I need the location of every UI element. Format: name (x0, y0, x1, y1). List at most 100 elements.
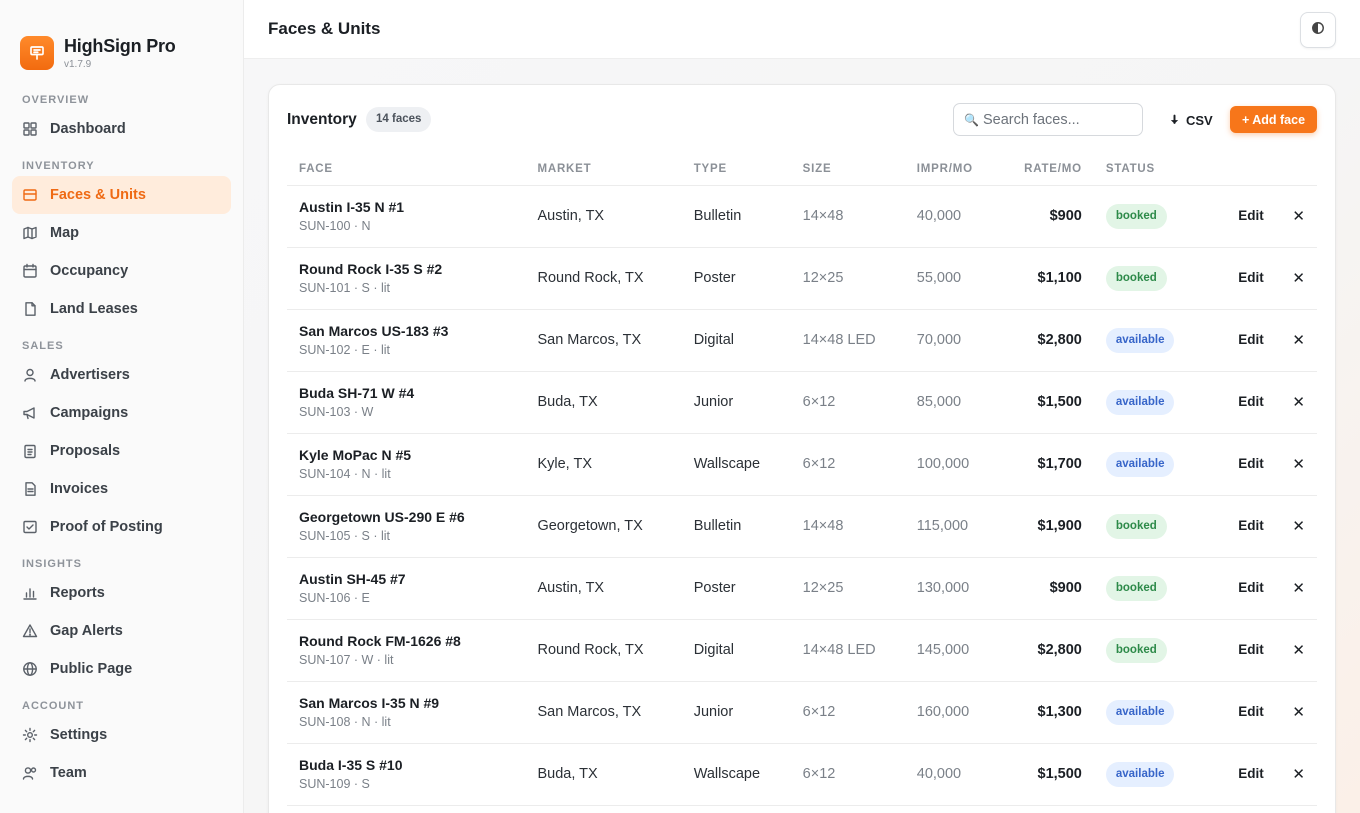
edit-button[interactable]: Edit (1238, 766, 1264, 781)
status-cell: booked (1093, 247, 1221, 310)
sidebar-item-proposals[interactable]: Proposals (12, 432, 231, 470)
market-cell: Buda, TX (525, 743, 682, 806)
sidebar-item-gap-alerts[interactable]: Gap Alerts (12, 612, 231, 650)
column-header-rate[interactable]: RATE/MO (1003, 153, 1094, 186)
sidebar-item-invoices[interactable]: Invoices (12, 470, 231, 508)
add-face-button[interactable]: + Add face (1230, 106, 1317, 133)
close-icon[interactable]: ✕ (1292, 208, 1305, 225)
edit-button[interactable]: Edit (1238, 208, 1264, 223)
face-code: SUN-105 · S · lit (299, 529, 390, 543)
type-cell: Digital (681, 619, 791, 682)
sidebar-item-proof-of-posting[interactable]: Proof of Posting (12, 508, 231, 546)
face-code: SUN-109 · S (299, 777, 370, 791)
status-badge: booked (1105, 203, 1167, 229)
face-code: SUN-100 · N (299, 219, 371, 233)
table-header-row: FACE MARKET TYPE SIZE IMPR/MO RATE/MO ST… (287, 153, 1317, 186)
edit-cell: Edit (1220, 743, 1276, 806)
sidebar-item-advertisers[interactable]: Advertisers (12, 356, 231, 394)
column-header-type[interactable]: TYPE (681, 153, 791, 186)
edit-button[interactable]: Edit (1238, 456, 1264, 471)
face-cell: Kyle MoPac N #5 SUN-104 · N · lit (287, 433, 526, 496)
column-header-size[interactable]: SIZE (790, 153, 905, 186)
close-icon[interactable]: ✕ (1292, 518, 1305, 535)
table-row[interactable]: Buda I-35 S #10 SUN-109 · S Buda, TX Wallsc… (287, 743, 1317, 806)
close-icon[interactable]: ✕ (1292, 580, 1305, 597)
market-cell: Buda, TX (525, 371, 682, 434)
sidebar-item-map[interactable]: Map (12, 214, 231, 252)
clipboard-icon (22, 443, 38, 459)
type-cell: Bulletin (681, 185, 791, 248)
close-icon[interactable]: ✕ (1292, 456, 1305, 473)
close-icon[interactable]: ✕ (1292, 394, 1305, 411)
edit-button[interactable]: Edit (1238, 270, 1264, 285)
theme-toggle-button[interactable] (1300, 12, 1336, 48)
globe-icon (22, 661, 38, 677)
map-icon (22, 225, 38, 241)
sidebar-item-team[interactable]: Team (12, 754, 231, 792)
search-input[interactable] (982, 111, 1133, 128)
type-cell: Junior (681, 681, 791, 744)
column-header-impressions[interactable]: IMPR/MO (904, 153, 1004, 186)
sidebar-item-occupancy[interactable]: Occupancy (12, 252, 231, 290)
close-icon[interactable]: ✕ (1292, 704, 1305, 721)
checkbox-icon (22, 519, 38, 535)
face-cell: Georgetown US-290 E #6 SUN-105 · S · lit (287, 495, 526, 558)
nav-section-inventory: INVENTORY (22, 160, 95, 172)
table-row[interactable]: Round Rock FM-1626 #8 SUN-107 · W · lit Ro… (287, 619, 1317, 682)
table-row[interactable]: Austin I-35 N #1 SUN-100 · N Austin, TX Bul… (287, 185, 1317, 248)
rate-cell: $1,500 (1003, 743, 1094, 806)
status-cell: available (1093, 433, 1221, 496)
rate-cell: $1,100 (1003, 247, 1094, 310)
status-cell: available (1093, 743, 1221, 806)
close-icon[interactable]: ✕ (1292, 766, 1305, 783)
sidebar-item-land-leases[interactable]: Land Leases (12, 290, 231, 328)
size-cell: 14×48 (790, 495, 905, 558)
size-cell: 14×48 (790, 185, 905, 248)
column-header-edit (1220, 153, 1276, 186)
delete-cell: ✕ (1275, 247, 1317, 310)
column-header-market[interactable]: MARKET (525, 153, 682, 186)
table-row[interactable]: San Marcos US-183 #3 SUN-102 · E · lit San… (287, 309, 1317, 372)
table-row[interactable]: Austin SH-45 #7 SUN-106 · E Austin, TX Post… (287, 557, 1317, 620)
face-code: SUN-102 · E · lit (299, 343, 390, 357)
close-icon[interactable]: ✕ (1292, 270, 1305, 287)
sidebar-item-reports[interactable]: Reports (12, 574, 231, 612)
delete-cell: ✕ (1275, 495, 1317, 558)
market-cell: Austin, TX (525, 185, 682, 248)
status-cell: booked (1093, 185, 1221, 248)
csv-export-button[interactable]: CSV (1162, 106, 1219, 134)
edit-button[interactable]: Edit (1238, 518, 1264, 533)
sidebar-item-dashboard[interactable]: Dashboard (12, 110, 231, 148)
market-cell: Round Rock, TX (525, 247, 682, 310)
edit-button[interactable]: Edit (1238, 704, 1264, 719)
edit-button[interactable]: Edit (1238, 580, 1264, 595)
edit-cell: Edit (1220, 371, 1276, 434)
face-cell: San Marcos I-35 N #9 SUN-108 · N · lit (287, 681, 526, 744)
face-code: SUN-106 · E (299, 591, 370, 605)
edit-button[interactable]: Edit (1238, 394, 1264, 409)
table-row[interactable]: San Marcos I-35 N #9 SUN-108 · N · lit San… (287, 681, 1317, 744)
type-cell: Bulletin (681, 495, 791, 558)
table-row[interactable]: Buda SH-71 W #4 SUN-103 · W Buda, TX Junior… (287, 371, 1317, 434)
sidebar-item-settings[interactable]: Settings (12, 716, 231, 754)
size-cell: 12×25 (790, 247, 905, 310)
column-header-face[interactable]: FACE (287, 153, 526, 186)
type-cell: Poster (681, 557, 791, 620)
sidebar-item-label: Land Leases (50, 301, 138, 317)
edit-button[interactable]: Edit (1238, 332, 1264, 347)
type-cell: Poster (681, 247, 791, 310)
sidebar-item-public-page[interactable]: Public Page (12, 650, 231, 688)
edit-button[interactable]: Edit (1238, 642, 1264, 657)
table-row[interactable]: Round Rock I-35 S #2 SUN-101 · S · lit Rou… (287, 247, 1317, 310)
close-icon[interactable]: ✕ (1292, 332, 1305, 349)
search-box[interactable]: 🔍 (953, 103, 1143, 136)
close-icon[interactable]: ✕ (1292, 642, 1305, 659)
sidebar-item-campaigns[interactable]: Campaigns (12, 394, 231, 432)
column-header-status[interactable]: STATUS (1093, 153, 1221, 186)
sidebar-item-faces-units[interactable]: Faces & Units (12, 176, 231, 214)
market-cell: San Marcos, TX (525, 681, 682, 744)
table-row[interactable]: Kyle MoPac N #5 SUN-104 · N · lit Kyle, TX… (287, 433, 1317, 496)
table-row[interactable]: Georgetown US-290 E #6 SUN-105 · S · lit G… (287, 495, 1317, 558)
status-badge: available (1105, 327, 1175, 353)
face-code: SUN-104 · N · lit (299, 467, 391, 481)
